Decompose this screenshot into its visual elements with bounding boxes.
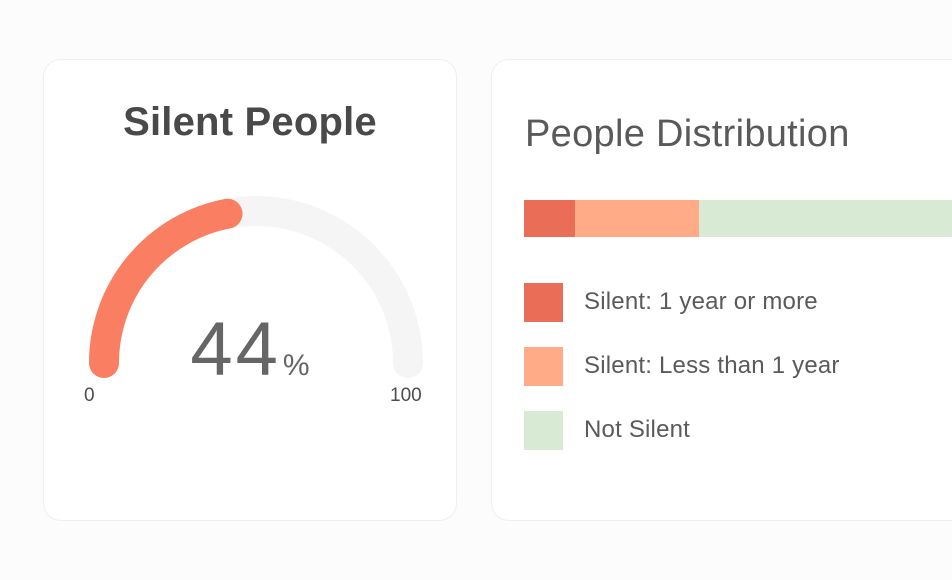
- legend-item-not-silent: Not Silent: [524, 410, 840, 450]
- distribution-title: People Distribution: [525, 113, 850, 155]
- legend-item-silent-1-year-or-more: Silent: 1 year or more: [524, 282, 840, 322]
- distribution-segment-silent-1-year-or-more: [524, 200, 575, 237]
- gauge-value-unit: %: [282, 349, 310, 382]
- gauge-chart: [89, 196, 423, 378]
- gauge-fill: [89, 198, 243, 378]
- distribution-bar: [524, 200, 952, 237]
- gauge-title: Silent People: [123, 100, 377, 144]
- silent-people-card: Silent People 44% 0 100: [43, 59, 457, 521]
- legend-item-silent-less-than-1-year: Silent: Less than 1 year: [524, 346, 840, 386]
- legend-swatch: [524, 346, 563, 386]
- legend-swatch: [524, 410, 563, 450]
- gauge-max-label: 100: [390, 385, 422, 406]
- gauge-value: 44%: [44, 306, 456, 393]
- legend-label: Silent: 1 year or more: [584, 288, 818, 315]
- people-distribution-card: People Distribution Silent: 1 year or mo…: [491, 59, 952, 521]
- distribution-segment-silent-less-than-1-year: [574, 200, 699, 237]
- distribution-segment-not-silent: [698, 200, 952, 237]
- legend-label: Silent: Less than 1 year: [584, 352, 840, 379]
- legend-label: Not Silent: [584, 416, 691, 443]
- distribution-legend: Silent: 1 year or more Silent: Less than…: [524, 282, 840, 474]
- gauge-min-label: 0: [84, 385, 95, 406]
- legend-swatch: [524, 282, 563, 322]
- gauge-value-number: 44: [190, 307, 281, 392]
